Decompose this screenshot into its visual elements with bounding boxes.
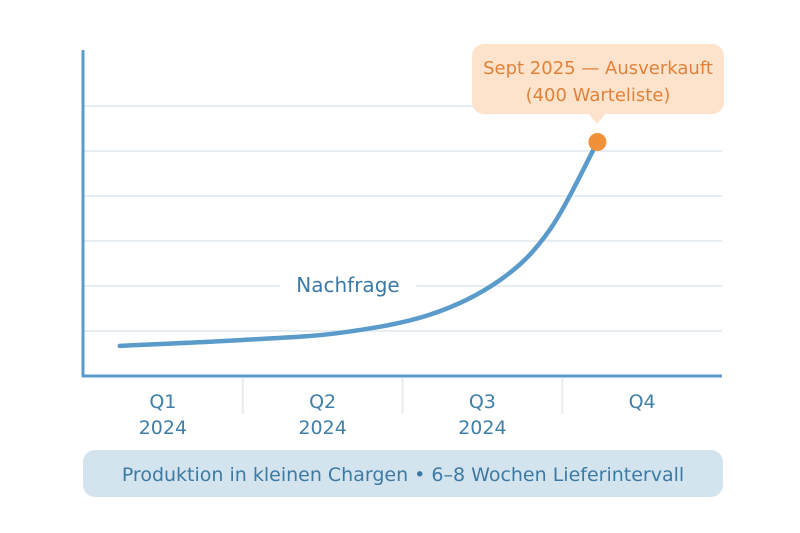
annotation-line1: Sept 2025 — Ausverkauft <box>483 58 713 79</box>
x-tick-label: 2024 <box>458 417 506 439</box>
x-tick-label: 2024 <box>139 417 187 439</box>
x-tick-label: Q3 <box>469 391 496 413</box>
annotation-pointer <box>588 113 606 124</box>
footnote-text: Produktion in kleinen Chargen • 6–8 Woch… <box>122 464 684 486</box>
footnote-banner <box>83 450 723 497</box>
series-line-nachfrage <box>117 139 600 349</box>
series-label-bg <box>280 268 416 300</box>
annotation-callout: Sept 2025 — Ausverkauft (400 Warteliste) <box>472 44 724 124</box>
x-tick-label: Q2 <box>309 391 336 413</box>
x-tick-labels: Q1 2024 Q2 2024 Q3 2024 Q4 <box>139 391 656 439</box>
series-label: Nachfrage <box>296 273 399 297</box>
gridlines <box>83 105 722 332</box>
x-tick-label: 2024 <box>298 417 346 439</box>
annotation-line2: (400 Warteliste) <box>526 85 671 106</box>
x-tick-label: Q4 <box>629 391 656 413</box>
annotation-box <box>472 44 724 114</box>
annotation-point <box>588 133 607 151</box>
x-tick-label: Q1 <box>149 391 176 413</box>
quarter-separators <box>241 378 564 414</box>
